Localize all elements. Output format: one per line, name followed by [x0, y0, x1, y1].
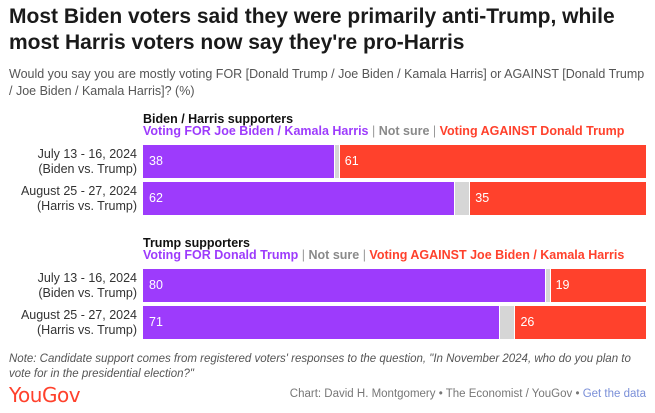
legend-item: Voting AGAINST Joe Biden / Kamala Harris	[369, 248, 625, 262]
row-label-line: July 13 - 16, 2024	[37, 147, 137, 161]
row-label-line: (Biden vs. Trump)	[38, 162, 137, 176]
bar-segment	[544, 269, 551, 302]
legend-separator: |	[429, 124, 440, 138]
bar-track: 62 35	[143, 182, 646, 215]
data-label: 62	[149, 191, 163, 205]
bar-segment	[338, 145, 646, 178]
legend-item: Not sure	[308, 248, 360, 262]
bar-segment	[454, 182, 471, 215]
row-label-line: August 25 - 27, 2024	[20, 184, 137, 198]
row-label: July 13 - 16, 2024 (Biden vs. Trump)	[0, 271, 137, 301]
bar-track: 80 19	[143, 269, 646, 302]
data-label: 80	[149, 278, 163, 292]
yougov-logo: YouGov	[9, 383, 81, 407]
bar-segment	[143, 182, 455, 215]
credit-line: Chart: David H. Montgomery • The Economi…	[290, 388, 646, 400]
bar-segment	[143, 306, 500, 339]
legend-item: Not sure	[378, 124, 430, 138]
get-data-link[interactable]: Get the data	[582, 388, 646, 400]
bar-segment	[469, 182, 646, 215]
legend-item: Voting AGAINST Donald Trump	[439, 124, 625, 138]
bar-segment	[333, 145, 340, 178]
legend-item: Voting FOR Donald Trump	[143, 248, 299, 262]
bar-segment	[514, 306, 646, 339]
row-label-line: (Biden vs. Trump)	[38, 286, 137, 300]
bar-segment	[143, 145, 334, 178]
row-label-line: July 13 - 16, 2024	[37, 271, 137, 285]
legend: Voting FOR Joe Biden / Kamala Harris | N…	[143, 124, 624, 139]
legend-separator: |	[359, 248, 370, 262]
legend-item: Voting FOR Joe Biden / Kamala Harris	[143, 124, 369, 138]
data-label: 38	[149, 154, 163, 168]
data-label: 71	[149, 315, 163, 329]
data-label: 61	[344, 154, 359, 168]
legend-separator: |	[298, 248, 309, 262]
bar-segment	[549, 269, 646, 302]
data-label: 19	[555, 278, 570, 292]
group-title: Trump supporters	[143, 236, 250, 250]
chart-subtitle: Would you say you are mostly voting FOR …	[9, 67, 645, 98]
data-label: 26	[520, 315, 535, 329]
chart-title: Most Biden voters said they were primari…	[9, 5, 615, 54]
legend-separator: |	[368, 124, 379, 138]
bar-segment	[499, 306, 516, 339]
row-label: August 25 - 27, 2024 (Harris vs. Trump)	[0, 308, 137, 338]
bar-track: 71 26	[143, 306, 646, 339]
footnote: Note: Candidate support comes from regis…	[9, 353, 631, 380]
credit-text: Chart: David H. Montgomery • The Economi…	[289, 388, 583, 400]
group-title: Biden / Harris supporters	[143, 112, 294, 126]
legend: Voting FOR Donald Trump | Not sure | Vot…	[143, 248, 624, 263]
bar-segment	[143, 269, 545, 302]
bar-track: 38 61	[143, 145, 646, 178]
row-label-line: August 25 - 27, 2024	[20, 308, 137, 322]
row-label: July 13 - 16, 2024 (Biden vs. Trump)	[0, 147, 137, 177]
row-label-line: (Harris vs. Trump)	[37, 323, 137, 337]
row-label: August 25 - 27, 2024 (Harris vs. Trump)	[0, 184, 137, 214]
data-label: 35	[475, 191, 490, 205]
row-label-line: (Harris vs. Trump)	[37, 199, 137, 213]
